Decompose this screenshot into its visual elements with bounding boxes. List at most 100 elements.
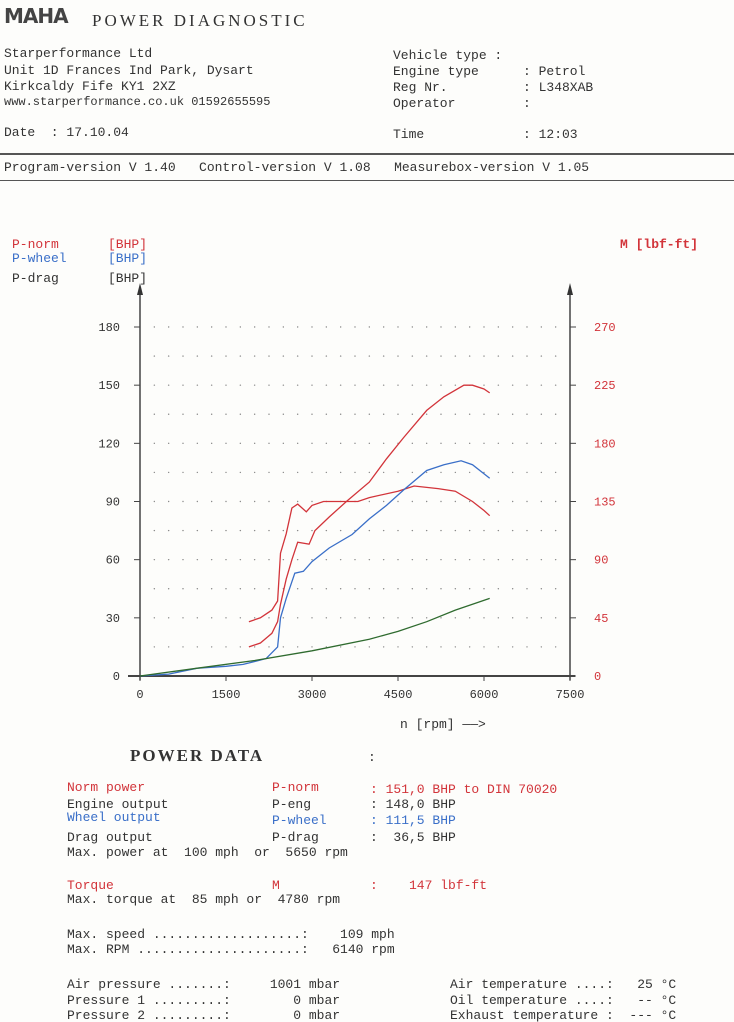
grid-dot <box>454 413 457 415</box>
grid-dot <box>296 588 299 590</box>
grid-dot <box>210 326 213 328</box>
y-tick-label-left: 60 <box>106 554 120 568</box>
grid-dot <box>325 529 328 532</box>
grid-dot <box>311 442 313 445</box>
grid-dot <box>268 588 270 590</box>
grid-dot <box>425 617 428 619</box>
grid-dot <box>268 384 270 386</box>
grid-dot <box>282 617 285 619</box>
x-tick-label: 3000 <box>298 688 327 702</box>
grid-dot <box>397 384 399 386</box>
grid-dot <box>182 617 184 619</box>
grid-dot <box>540 355 543 357</box>
operator-value: : <box>523 96 531 111</box>
grid-dot <box>440 646 442 648</box>
max-speed: Max. speed ...................: 109 mph <box>67 927 395 942</box>
report-title: POWER DIAGNOSTIC <box>92 11 308 30</box>
power-chart: 0 1500 3000 4500 6000 7500 0 30 60 90 120 150 180 0 45… <box>98 283 616 702</box>
grid-dot <box>511 442 514 445</box>
grid-dot <box>368 442 371 445</box>
grid-dot <box>411 355 414 357</box>
grid-dot <box>468 355 471 357</box>
grid-dot <box>540 384 543 386</box>
y-tick-label-right: 225 <box>594 379 616 393</box>
grid-dot <box>239 588 242 590</box>
y-tick-label-right: 45 <box>594 612 608 626</box>
grid-dot <box>296 384 299 386</box>
grid-dot <box>153 617 156 619</box>
grid-dot <box>425 384 428 386</box>
grid-dot <box>483 529 485 532</box>
grid-dot <box>210 617 213 619</box>
grid-dot <box>554 588 557 590</box>
grid-dot <box>397 471 399 474</box>
grid-dot <box>325 442 328 445</box>
grid-dot <box>511 558 514 561</box>
grid-dot <box>511 384 514 386</box>
grid-dot <box>411 646 414 648</box>
grid-dot <box>296 617 299 619</box>
grid-dot <box>454 384 457 386</box>
grid-dot <box>210 500 213 503</box>
grid-dot <box>554 646 557 648</box>
grid-dot <box>526 442 528 445</box>
grid-dot <box>425 500 428 503</box>
grid-dot <box>354 588 356 590</box>
grid-dot <box>210 413 213 415</box>
grid-dot <box>454 471 457 474</box>
company-line: Unit 1D Frances Ind Park, Dysart <box>4 63 254 78</box>
grid-dot <box>483 413 485 415</box>
grid-dot <box>411 471 414 474</box>
grid-dot <box>182 384 184 386</box>
grid-dot <box>325 355 328 357</box>
grid-dot <box>282 384 285 386</box>
y-tick-label-left: 0 <box>113 670 120 684</box>
grid-dot <box>397 617 399 619</box>
wheel-output-value: : 111,5 BHP <box>370 813 456 828</box>
grid-dot <box>153 442 156 445</box>
y-tick-label-left: 90 <box>106 496 120 510</box>
grid-dot <box>411 442 414 445</box>
grid-dot <box>382 471 385 474</box>
grid-dot <box>454 500 457 503</box>
grid-dot <box>253 442 256 445</box>
y-tick-label-left: 30 <box>106 612 120 626</box>
grid-dot <box>468 588 471 590</box>
grid-dot <box>554 558 557 561</box>
grid-dot <box>397 646 399 648</box>
grid-dot <box>182 471 184 474</box>
grid-dot <box>325 471 328 474</box>
grid-dot <box>196 588 199 590</box>
grid-dot <box>526 558 528 561</box>
vehicle-type-label: Vehicle type : <box>393 48 503 63</box>
grid-dot <box>296 471 299 474</box>
grid-dot <box>268 471 270 474</box>
norm-power-sym: P-norm <box>272 780 319 795</box>
grid-dot <box>540 558 543 561</box>
grid-dot <box>368 355 371 357</box>
grid-dot <box>440 529 442 532</box>
grid-dot <box>368 617 371 619</box>
grid-dot <box>296 529 299 532</box>
grid-dot <box>354 471 356 474</box>
grid-dot <box>440 471 442 474</box>
grid-dot <box>454 355 457 357</box>
grid-dot <box>225 326 227 328</box>
power-data-colon: : <box>368 750 376 765</box>
grid-dot <box>397 529 399 532</box>
grid-dot <box>425 529 428 532</box>
grid-dot <box>540 500 543 503</box>
grid-dot <box>354 326 356 328</box>
grid-dot <box>468 471 471 474</box>
wheel-output-sym: P-wheel <box>272 813 327 828</box>
x-axis-label: n [rpm] ——> <box>400 717 486 732</box>
grid-dot <box>296 646 299 648</box>
y-tick-label-right: 135 <box>594 496 616 510</box>
grid-dot <box>382 384 385 386</box>
grid-dot <box>182 558 184 561</box>
grid-dot <box>554 384 557 386</box>
grid-dot <box>339 413 342 415</box>
grid-dot <box>483 384 485 386</box>
grid-dot <box>497 442 500 445</box>
